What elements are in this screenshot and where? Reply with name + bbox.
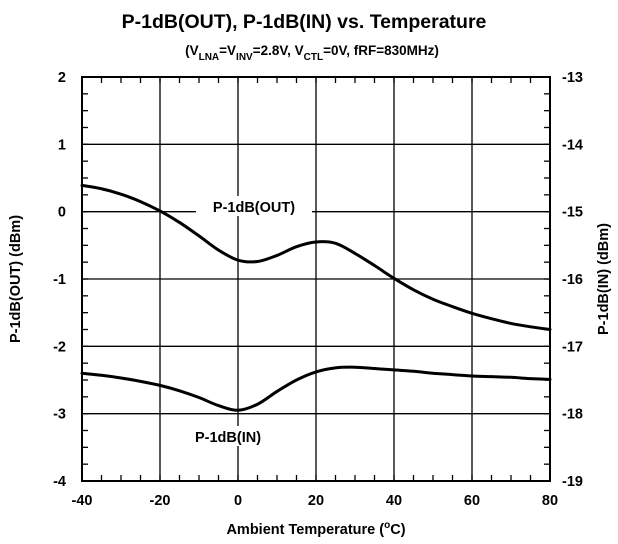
y2-axis-label: P-1dB(IN) (dBm) bbox=[596, 223, 612, 335]
x-tick-label: 40 bbox=[386, 493, 402, 509]
x-tick-label: 0 bbox=[234, 493, 242, 509]
subtitle-rest: =0V, fRF=830MHz) bbox=[323, 43, 439, 58]
series-line-p1db-in bbox=[80, 365, 552, 412]
x-tick-labels: -40 -20 0 20 40 60 80 bbox=[72, 493, 559, 509]
y2-tick-labels: -13 -14 -15 -16 -17 -18 -19 bbox=[562, 70, 583, 490]
x-axis-label: Ambient Temperature (oC) bbox=[226, 520, 405, 538]
y-tick-labels: 2 1 0 -1 -2 -3 -4 bbox=[53, 70, 66, 490]
x-tick-label: -20 bbox=[150, 493, 171, 509]
y-tick-label: 0 bbox=[58, 205, 66, 221]
chart-title: P-1dB(OUT), P-1dB(IN) vs. Temperature bbox=[122, 11, 487, 33]
x-tick-label: 60 bbox=[464, 493, 480, 509]
y-axis-label: P-1dB(OUT) (dBm) bbox=[8, 215, 24, 343]
y2-tick-label: -18 bbox=[562, 407, 583, 423]
x-tick-label: -40 bbox=[72, 493, 93, 509]
y2-tick-label: -14 bbox=[562, 137, 583, 153]
y-tick-label: 2 bbox=[58, 70, 66, 86]
annotation-p1db-in: P-1dB(IN) bbox=[195, 430, 261, 446]
chart-subtitle: (VLNA=VINV=2.8V, VCTL=0V, fRF=830MHz) bbox=[185, 43, 439, 63]
x-tick-label: 80 bbox=[542, 493, 558, 509]
grid-lines bbox=[82, 77, 550, 481]
subtitle-eq1: =V bbox=[219, 43, 236, 58]
subtitle-sub-inv: INV bbox=[236, 52, 253, 63]
y2-tick-label: -16 bbox=[562, 272, 583, 288]
y-tick-label: -2 bbox=[53, 339, 66, 355]
y2-tick-label: -15 bbox=[562, 205, 583, 221]
y2-tick-label: -17 bbox=[562, 339, 583, 355]
y-tick-label: 1 bbox=[58, 137, 66, 153]
y2-tick-label: -13 bbox=[562, 70, 583, 86]
annotation-in-mask bbox=[180, 426, 276, 446]
x-tick-label: 20 bbox=[308, 493, 324, 509]
y-tick-label: -3 bbox=[53, 407, 66, 423]
y-tick-label: -4 bbox=[53, 474, 66, 490]
y-tick-label: -1 bbox=[53, 272, 66, 288]
subtitle-eq2: =2.8V, V bbox=[253, 43, 304, 58]
annotation-out-mask bbox=[196, 196, 312, 216]
annotation-p1db-out: P-1dB(OUT) bbox=[213, 200, 295, 216]
series-lines bbox=[80, 183, 552, 412]
y2-tick-label: -19 bbox=[562, 474, 583, 490]
series-line-p1db-out bbox=[80, 183, 552, 331]
subtitle-sub-lna: LNA bbox=[199, 52, 220, 63]
subtitle-sub-ctl: CTL bbox=[304, 52, 323, 63]
subtitle-open: (V bbox=[185, 43, 199, 58]
